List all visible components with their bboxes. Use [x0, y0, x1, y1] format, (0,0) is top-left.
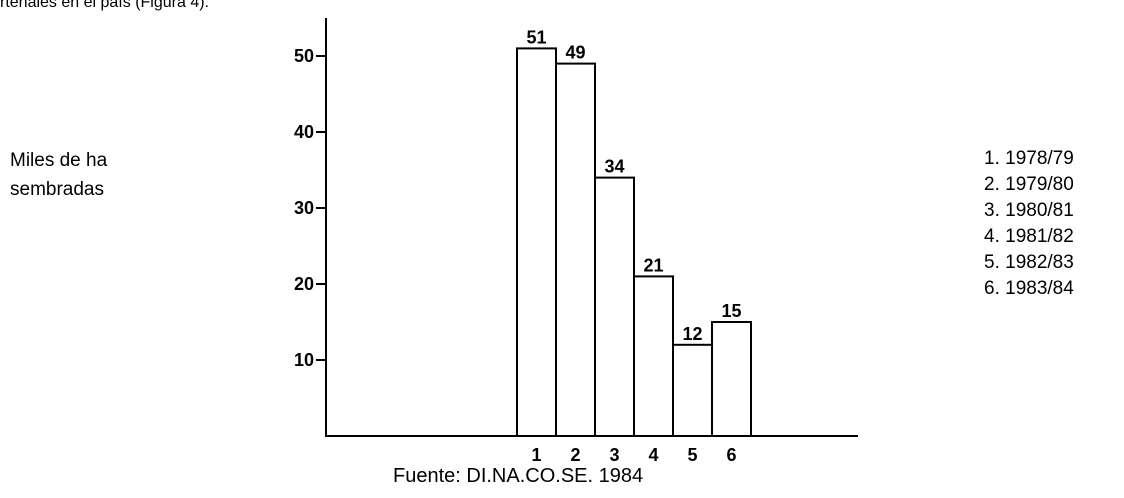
x-category-label-6: 6 [726, 445, 736, 465]
x-category-label-2: 2 [570, 445, 580, 465]
legend: 1. 1978/79 2. 1979/80 3. 1980/81 4. 1981… [984, 146, 1074, 302]
x-category-label-1: 1 [531, 445, 541, 465]
y-tick-label: 50 [294, 46, 314, 66]
legend-item-5: 5. 1982/83 [984, 252, 1074, 273]
y-axis-label-line-2: sembradas [10, 179, 104, 200]
y-axis-label-line-1: Miles de ha [10, 150, 108, 171]
bar-value-label-5: 12 [682, 324, 702, 344]
legend-item-2: 2. 1979/80 [984, 174, 1074, 195]
y-tick-label: 40 [294, 122, 314, 142]
x-category-labels: 1 2 3 4 5 6 [531, 445, 736, 465]
legend-item-1: 1. 1978/79 [984, 148, 1074, 169]
legend-item-6: 6. 1983/84 [984, 278, 1074, 299]
bar-1 [516, 47, 557, 438]
bar-value-label-2: 49 [565, 43, 585, 63]
y-tick-label: 30 [294, 198, 314, 218]
x-category-label-3: 3 [609, 445, 619, 465]
bar-6 [711, 321, 752, 437]
bar-3 [594, 176, 635, 437]
y-axis-label: Miles de ha sembradas [10, 146, 107, 204]
bar-value-labels: 51 49 34 21 12 15 [526, 27, 741, 343]
bar-4 [633, 275, 674, 437]
bar-2 [555, 62, 596, 437]
bar-value-label-3: 34 [604, 157, 624, 177]
x-category-label-4: 4 [648, 445, 658, 465]
legend-item-4: 4. 1981/82 [984, 226, 1074, 247]
bar-value-label-4: 21 [643, 255, 663, 275]
bar-5 [672, 343, 713, 437]
y-tick-label: 20 [294, 274, 314, 294]
bars-group [516, 47, 752, 438]
top-text-fragment: rtenales en el país (Figura 4). [0, 0, 209, 11]
bar-value-label-1: 51 [526, 27, 546, 47]
legend-item-3: 3. 1980/81 [984, 200, 1074, 221]
x-category-label-5: 5 [687, 445, 697, 465]
y-axis-ticks: 10 20 30 40 50 [294, 46, 326, 370]
source-caption: Fuente: DI.NA.CO.SE. 1984 [393, 465, 644, 487]
y-tick-label: 10 [294, 350, 314, 370]
bar-value-label-6: 15 [721, 301, 741, 321]
